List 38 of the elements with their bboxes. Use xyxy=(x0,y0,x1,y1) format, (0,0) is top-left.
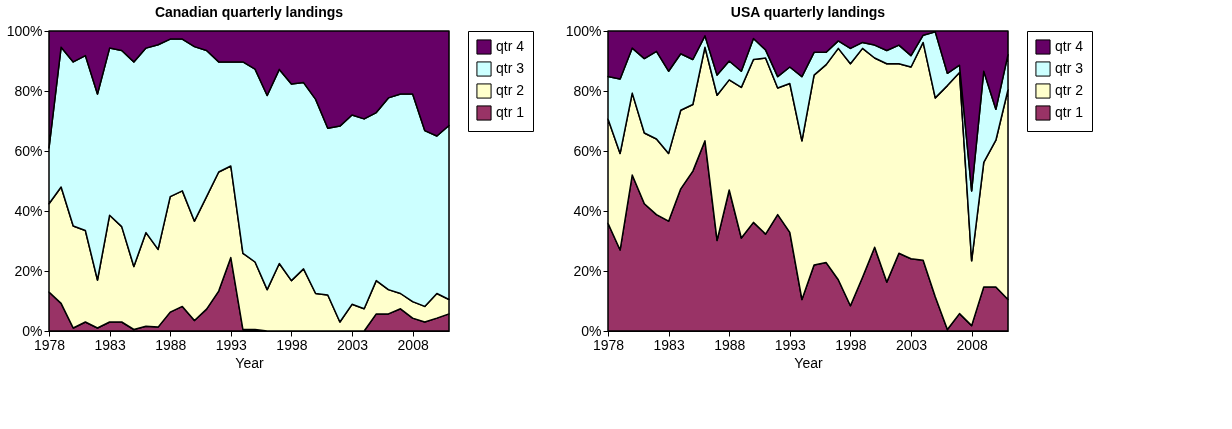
x-tick-label: 1978 xyxy=(33,336,66,353)
y-tick-label: 40% xyxy=(14,202,43,219)
y-tick-label: 80% xyxy=(573,82,602,99)
x-tick-label: 1998 xyxy=(276,336,308,353)
y-tick-label: 0% xyxy=(22,322,43,339)
legend-label: qtr 2 xyxy=(496,82,525,98)
y-tick-label: 20% xyxy=(14,262,43,279)
x-tick-label: 1978 xyxy=(592,336,625,353)
y-tick-label: 100% xyxy=(565,22,602,39)
legend-label: qtr 2 xyxy=(1055,82,1084,98)
legend-label: qtr 1 xyxy=(1055,104,1084,120)
y-tick-label: 80% xyxy=(14,82,43,99)
chart-title: USA quarterly landings xyxy=(730,4,886,20)
x-tick-label: 2008 xyxy=(397,336,429,353)
x-axis-title: Year xyxy=(235,354,264,371)
legend-label: qtr 3 xyxy=(496,60,525,76)
x-tick-label: 2008 xyxy=(956,336,988,353)
y-tick-label: 100% xyxy=(6,22,43,39)
x-tick-label: 1988 xyxy=(155,336,187,353)
x-tick-label: 1988 xyxy=(714,336,746,353)
legend-label: qtr 3 xyxy=(1055,60,1084,76)
x-tick-label: 1983 xyxy=(94,336,126,353)
x-axis-title: Year xyxy=(794,354,823,371)
x-tick-label: 1993 xyxy=(215,336,248,353)
chart-title: Canadian quarterly landings xyxy=(154,4,344,20)
x-tick-label: 1993 xyxy=(774,336,807,353)
x-tick-label: 2003 xyxy=(336,336,369,353)
y-tick-label: 20% xyxy=(573,262,602,279)
x-tick-label: 1998 xyxy=(835,336,867,353)
y-tick-label: 40% xyxy=(573,202,602,219)
x-tick-label: 1983 xyxy=(653,336,685,353)
legend-label: qtr 4 xyxy=(1055,38,1084,54)
y-tick-label: 0% xyxy=(581,322,602,339)
x-tick-label: 2003 xyxy=(895,336,928,353)
legend-label: qtr 1 xyxy=(496,104,525,120)
y-tick-label: 60% xyxy=(14,142,43,159)
legend-label: qtr 4 xyxy=(496,38,525,54)
y-tick-label: 60% xyxy=(573,142,602,159)
